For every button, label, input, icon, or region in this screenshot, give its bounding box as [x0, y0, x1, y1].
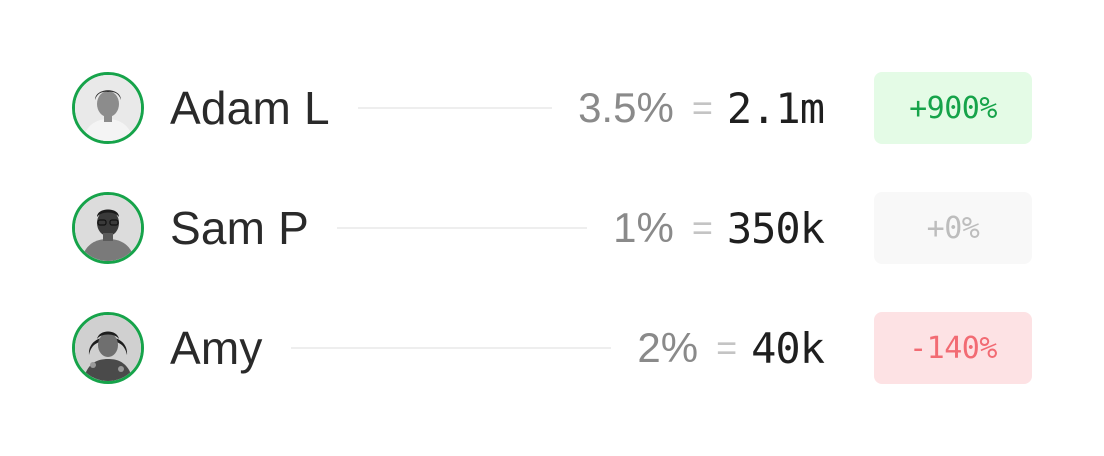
- person-photo-icon: [75, 195, 141, 261]
- percent-value: 1%: [613, 204, 674, 251]
- percent-value: 2%: [637, 324, 699, 371]
- divider: [337, 227, 588, 229]
- list-item[interactable]: Sam P 1% = 350k +0%: [72, 192, 1032, 264]
- user-name: Amy: [170, 322, 263, 374]
- percent-value: 3.5%: [578, 84, 674, 131]
- amount-value: 2.1m: [726, 83, 825, 133]
- person-photo-icon: [75, 75, 141, 141]
- list-item[interactable]: Amy 2% = 40k -140%: [72, 312, 1032, 384]
- person-photo-icon: [75, 315, 141, 381]
- amount-value: 40k: [751, 323, 825, 373]
- change-badge: +900%: [874, 72, 1032, 144]
- equals-sign: =: [716, 327, 738, 368]
- change-badge: +0%: [874, 192, 1032, 264]
- divider: [357, 107, 553, 109]
- divider: [290, 347, 612, 349]
- avatar[interactable]: [72, 312, 144, 384]
- user-name: Sam P: [170, 202, 310, 254]
- amount-value: 350k: [726, 203, 825, 253]
- user-name: Adam L: [170, 82, 330, 134]
- equals-sign: =: [691, 207, 713, 248]
- change-badge: -140%: [874, 312, 1032, 384]
- equals-sign: =: [691, 87, 713, 128]
- avatar[interactable]: [72, 192, 144, 264]
- avatar[interactable]: [72, 72, 144, 144]
- list-item[interactable]: Adam L 3.5% = 2.1m +900%: [72, 72, 1032, 144]
